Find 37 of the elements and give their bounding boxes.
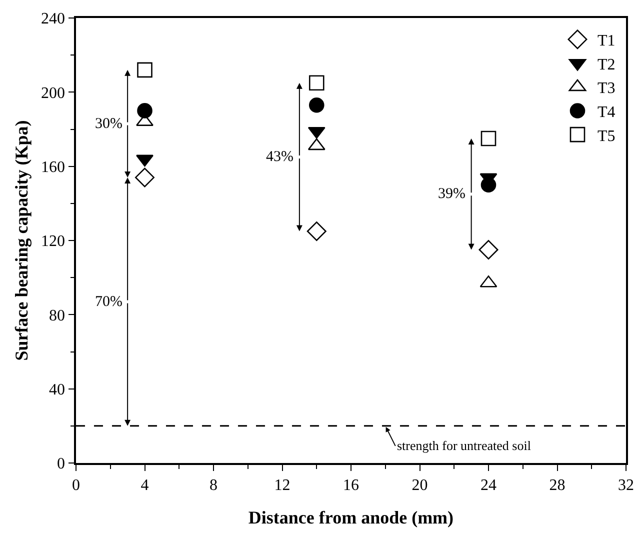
annotation: 39% (438, 186, 466, 202)
point (308, 75, 324, 91)
x-tick-label: 32 (618, 476, 634, 494)
point (137, 62, 152, 78)
y-tick-label: 200 (41, 84, 66, 102)
annotation: 43% (266, 149, 294, 165)
x-tick-label: 28 (549, 476, 566, 494)
point (306, 221, 326, 241)
y-tick-label: 120 (41, 233, 66, 250)
x-tick-label: 16 (343, 476, 359, 494)
y-tick-label: 40 (49, 381, 66, 398)
point (480, 177, 496, 193)
x-axis-title: Distance from anode (mm) (248, 508, 454, 528)
y-tick-label: 240 (41, 10, 66, 28)
x-tick-label: 8 (210, 476, 218, 494)
y-tick-label: 160 (41, 158, 66, 176)
x-tick-label: 0 (72, 476, 80, 494)
y-tick-label: 0 (57, 456, 66, 473)
x-tick-label: 20 (412, 476, 428, 494)
y-tick-label: 80 (49, 307, 66, 324)
point (137, 103, 152, 118)
x-tick-label: 4 (140, 476, 149, 494)
ref-line-label: strength for untreated soil (397, 438, 532, 453)
legend-label: T5 (598, 128, 616, 145)
x-tick-label: 24 (480, 476, 496, 494)
annotation: 30% (95, 116, 122, 132)
x-tick-label: 12 (274, 476, 290, 494)
point (308, 98, 324, 113)
legend-label: T3 (598, 80, 616, 98)
y-axis-title: Surface bearing capacity (Kpa) (12, 120, 32, 361)
legend-label: T4 (598, 104, 616, 121)
legend-label: T1 (598, 32, 616, 50)
legend-label: T2 (598, 56, 616, 74)
point (480, 130, 496, 146)
point (135, 168, 154, 188)
point (478, 240, 498, 260)
annotation: 70% (95, 294, 122, 310)
